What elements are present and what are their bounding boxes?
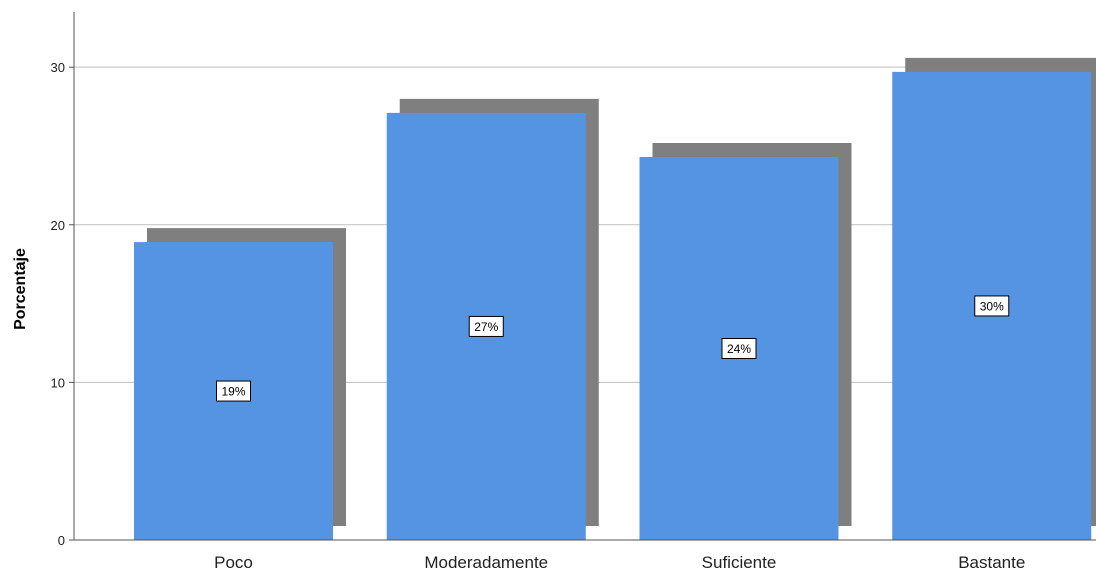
data-label: 19% <box>221 385 245 399</box>
y-axis-label: Porcentaje <box>12 248 29 330</box>
data-label-box <box>721 338 757 360</box>
data-label: 24% <box>727 342 751 356</box>
y-tick-label: 10 <box>51 375 65 390</box>
x-tick-label: Bastante <box>958 553 1025 571</box>
x-tick-label: Poco <box>214 553 253 571</box>
data-label: 30% <box>980 299 1004 313</box>
data-label-box <box>216 380 251 402</box>
y-tick-label: 0 <box>58 533 65 548</box>
axes <box>73 12 1096 541</box>
data-label-box <box>974 295 1010 317</box>
bars <box>134 71 1092 540</box>
y-tick-label: 30 <box>51 60 65 75</box>
y-tick-labels: 0 10 20 30 <box>51 60 65 548</box>
data-label: 27% <box>474 320 498 334</box>
y-tick-label: 20 <box>51 218 65 233</box>
x-tick-label: Suficiente <box>702 553 777 571</box>
data-labels: 19% 27% 24% 30% <box>216 295 1010 402</box>
x-tick-labels: Poco Moderadamente Suficiente Bastante <box>214 553 1025 571</box>
data-label-box <box>468 315 504 337</box>
x-tick-label: Moderadamente <box>424 553 548 571</box>
